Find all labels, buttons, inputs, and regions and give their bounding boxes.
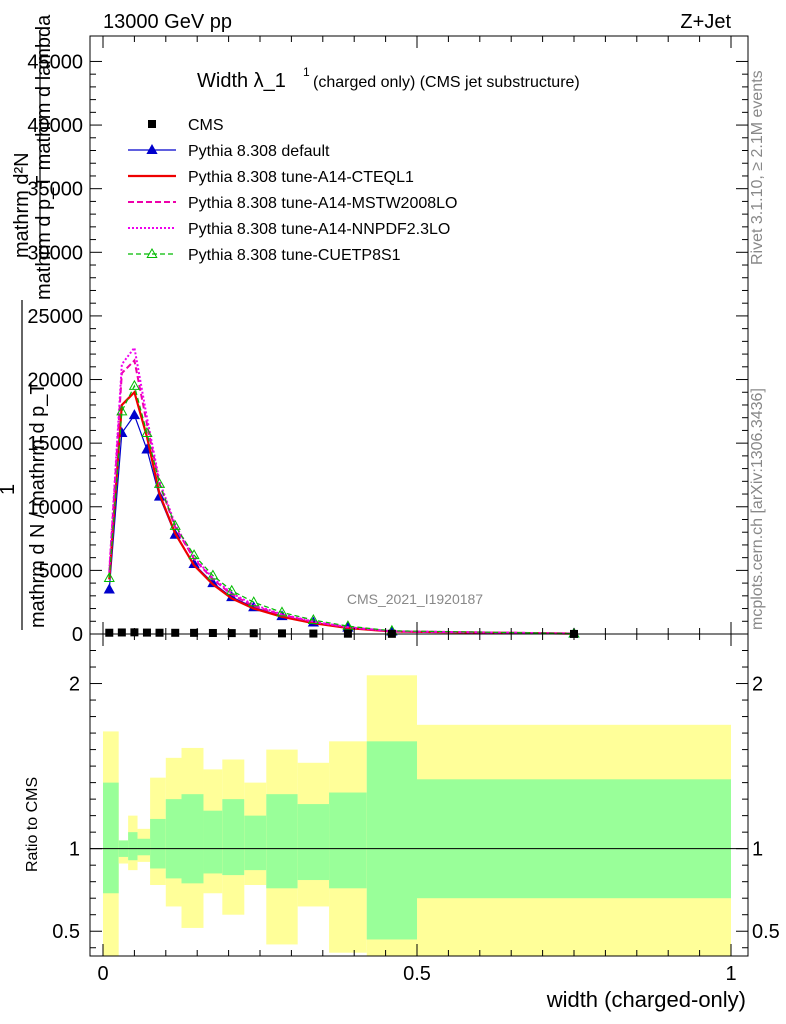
ratio-band-inner-7	[203, 810, 223, 874]
series-line-nnpdf	[108, 345, 575, 635]
series-point-cuet-12	[342, 620, 354, 631]
legend-label-nnpdf: Pythia 8.308 tune-A14-NNPDF2.3LO	[188, 221, 450, 238]
legend-label-cteq: Pythia 8.308 tune-A14-CTEQL1	[188, 169, 414, 186]
analysis-watermark: CMS_2021_I1920187	[347, 591, 483, 607]
series-point-cuet-3	[141, 426, 153, 437]
ratio-band-inner-5	[165, 799, 182, 879]
ratio-band-inner-9	[244, 815, 267, 871]
legend-marker-default	[146, 143, 158, 154]
ratio-ytick-label-left-2: 2	[69, 674, 80, 696]
rivet-label: Rivet 3.1.10, ≥ 2.1M events	[749, 70, 766, 265]
series-line-default	[108, 413, 575, 635]
main-ytick-label-9: 45000	[27, 51, 83, 73]
x-axis-label: width (charged-only)	[546, 987, 746, 1012]
ylabel-prefix-num: 1	[0, 484, 19, 495]
ratio-band-inner-0	[103, 782, 119, 894]
main-ytick-label-3: 15000	[27, 433, 83, 455]
legend: CMS Pythia 8.308 default Pythia 8.308 tune…	[128, 117, 457, 264]
series-point-cuet-11	[307, 613, 319, 625]
series-point-cuet-9	[248, 596, 260, 607]
cms-point-4	[155, 628, 164, 637]
legend-label-default: Pythia 8.308 default	[188, 143, 330, 160]
ratio-ytick-label-right-2: 2	[752, 674, 763, 696]
series-point-cuet-1	[116, 405, 128, 416]
series-point-cuet-6	[188, 549, 200, 560]
ratio-band-inner-6	[181, 794, 204, 884]
legend-label-mstw: Pythia 8.308 tune-A14-MSTW2008LO	[188, 195, 457, 212]
legend-label-cms: CMS	[188, 117, 224, 134]
series-point-default-0	[103, 583, 115, 594]
series-line-cteq	[108, 390, 575, 635]
legend-marker-cuet	[146, 247, 158, 258]
series-line-mstw	[108, 358, 575, 635]
ratio-ytick-label-right-1: 1	[752, 839, 763, 861]
ratio-band-inner-12	[329, 792, 367, 889]
cms-point-6	[190, 628, 199, 637]
legend-label-cuet: Pythia 8.308 tune-CUETP8S1	[188, 247, 401, 264]
ratio-y-axis-label: Ratio to CMS	[24, 777, 41, 872]
cms-point-8	[227, 629, 236, 638]
series-point-cuet-0	[103, 571, 115, 583]
series-point-cuet-5	[169, 519, 181, 530]
legend-marker-cms	[148, 120, 156, 128]
series-point-cuet-10	[276, 606, 288, 617]
ylabel-denominator: mathrm d p_T mathrm d lambda	[33, 14, 55, 300]
main-ytick-label-8: 40000	[27, 115, 83, 137]
series-point-cuet-2	[128, 379, 141, 390]
cms-point-3	[142, 628, 151, 637]
axes: 0 5000 10000 15000 20000 25000 30000 35000 40000…	[27, 35, 780, 985]
ratio-bands	[90, 675, 748, 956]
main-ytick-label-2: 10000	[27, 497, 83, 519]
xtick-label-2: 1	[725, 963, 736, 985]
series-point-default-2	[128, 409, 141, 420]
cms-point-0	[105, 628, 114, 637]
ratio-ytick-label-left-0: 0.5	[52, 921, 80, 943]
main-ytick-label-4: 20000	[27, 370, 83, 392]
ratio-band-inner-11	[297, 804, 330, 881]
main-title-text: Width λ_1	[197, 70, 286, 92]
ylabel-numerator: mathrm d²N	[11, 152, 33, 258]
main-ytick-label-6: 30000	[27, 242, 83, 264]
main-title-sup: 1	[303, 65, 310, 79]
cms-point-9	[249, 629, 258, 638]
main-title-suffix: (charged only) (CMS jet substructure)	[313, 74, 580, 91]
main-series	[103, 345, 580, 638]
header-right: Z+Jet	[680, 11, 731, 33]
ratio-band-inner-13	[366, 741, 417, 940]
ratio-band-inner-2	[128, 832, 138, 861]
series-line-cuet	[108, 384, 575, 635]
ratio-ytick-label-left-1: 1	[69, 839, 80, 861]
cms-point-5	[171, 628, 180, 637]
main-ytick-label-0: 0	[72, 624, 83, 646]
cms-point-7	[208, 628, 217, 637]
series-point-cuet-7	[207, 569, 219, 580]
xtick-label-1: 0.5	[403, 963, 431, 985]
mcplots-label: mcplots.cern.ch [arXiv:1306.3436]	[749, 388, 766, 630]
ratio-band-inner-10	[266, 794, 298, 889]
ratio-band-inner-3	[137, 838, 151, 856]
main-ytick-label-7: 35000	[27, 179, 83, 201]
cms-point-1	[117, 628, 126, 637]
ratio-band-inner-4	[150, 818, 166, 869]
series-point-cuet-4	[153, 477, 166, 488]
ratio-frame	[89, 633, 749, 957]
ratio-ytick-label-right-0: 0.5	[752, 921, 780, 943]
cms-point-10	[277, 629, 286, 638]
xtick-label-0: 0	[97, 963, 108, 985]
ratio-band-inner-14	[417, 779, 731, 899]
ratio-band-inner-8	[222, 799, 245, 876]
header-left: 13000 GeV pp	[103, 11, 232, 33]
ylabel-prefix-den: mathrm d N / mathrm d p_T	[27, 382, 49, 628]
main-y-axis-label: mathrm d²N mathrm d p_T mathrm d lambda …	[0, 14, 55, 630]
main-ytick-label-1: 5000	[39, 560, 84, 582]
series-point-cuet-8	[226, 584, 238, 595]
main-title: Width λ_1 1 (charged only) (CMS jet subs…	[197, 65, 580, 92]
main-ytick-label-5: 25000	[27, 306, 83, 328]
